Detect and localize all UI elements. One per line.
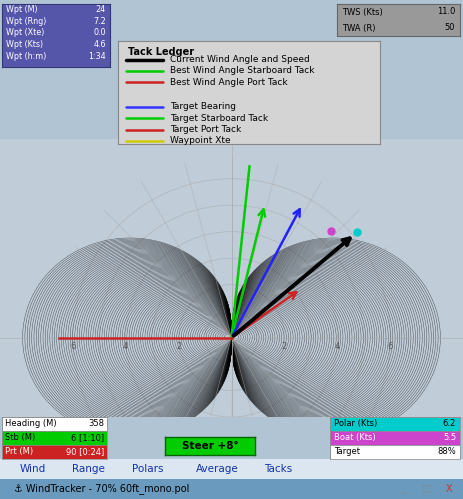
Text: Tack Ledger: Tack Ledger xyxy=(128,47,194,57)
Bar xyxy=(330,445,460,459)
Text: 4.6: 4.6 xyxy=(93,40,106,49)
Text: 6.2: 6.2 xyxy=(443,420,456,429)
Text: Average: Average xyxy=(196,464,239,474)
Bar xyxy=(330,431,460,445)
Text: 50: 50 xyxy=(444,23,455,32)
Text: Wpt (Kts): Wpt (Kts) xyxy=(6,40,44,49)
Text: Wpt (Xte): Wpt (Xte) xyxy=(6,28,45,37)
Text: _: _ xyxy=(400,484,405,494)
Text: Heading (M): Heading (M) xyxy=(5,420,57,429)
Text: Tacks: Tacks xyxy=(263,464,292,474)
Text: X: X xyxy=(446,484,452,494)
Text: Wpt (Rng): Wpt (Rng) xyxy=(6,17,47,26)
Text: 90 [0:24]: 90 [0:24] xyxy=(66,448,104,457)
Text: Wpt (M): Wpt (M) xyxy=(6,5,38,14)
Bar xyxy=(330,417,460,431)
Text: Steer +8°: Steer +8° xyxy=(181,441,238,451)
Text: TWS (Kts): TWS (Kts) xyxy=(342,7,383,16)
Text: □: □ xyxy=(421,484,431,494)
Text: Polar (Kts): Polar (Kts) xyxy=(334,420,377,429)
Text: Best Wind Angle Starboard Tack: Best Wind Angle Starboard Tack xyxy=(170,66,315,75)
Bar xyxy=(2,417,107,431)
Text: Target: Target xyxy=(334,448,360,457)
Text: Boat (Kts): Boat (Kts) xyxy=(334,433,375,442)
Text: Current Wind Angle and Speed: Current Wind Angle and Speed xyxy=(170,55,310,64)
Text: Target Port Tack: Target Port Tack xyxy=(170,125,242,134)
Text: Polars: Polars xyxy=(132,464,164,474)
Text: TWA (R): TWA (R) xyxy=(342,23,375,32)
Text: Target Starboard Tack: Target Starboard Tack xyxy=(170,114,269,123)
Text: 358: 358 xyxy=(88,420,104,429)
Text: Target Bearing: Target Bearing xyxy=(170,102,237,111)
Text: 1:34: 1:34 xyxy=(88,52,106,61)
Text: Wind: Wind xyxy=(19,464,45,474)
Text: Range: Range xyxy=(71,464,105,474)
Bar xyxy=(2,445,107,459)
Text: 2: 2 xyxy=(282,341,287,350)
Text: 2: 2 xyxy=(176,341,181,350)
Text: 0.0: 0.0 xyxy=(93,28,106,37)
Text: 24: 24 xyxy=(95,5,106,14)
Text: Prt (M): Prt (M) xyxy=(5,448,33,457)
Text: 88%: 88% xyxy=(438,448,456,457)
Text: Waypoint Xte: Waypoint Xte xyxy=(170,136,231,145)
Text: ⚓ WindTracker - 70% 60ft_mono.pol: ⚓ WindTracker - 70% 60ft_mono.pol xyxy=(14,484,189,495)
Text: Best Wind Angle Port Tack: Best Wind Angle Port Tack xyxy=(170,78,288,87)
Text: Stb (M): Stb (M) xyxy=(5,433,35,442)
Text: 6 [1:10]: 6 [1:10] xyxy=(71,433,104,442)
Text: 4: 4 xyxy=(123,341,128,350)
Text: 5.5: 5.5 xyxy=(443,433,456,442)
Bar xyxy=(2,431,107,445)
Text: Wpt (h:m): Wpt (h:m) xyxy=(6,52,47,61)
Text: 11.0: 11.0 xyxy=(437,7,455,16)
Text: 6: 6 xyxy=(388,341,393,350)
Text: 7.2: 7.2 xyxy=(93,17,106,26)
Text: 4: 4 xyxy=(335,341,340,350)
Text: 6: 6 xyxy=(70,341,75,350)
